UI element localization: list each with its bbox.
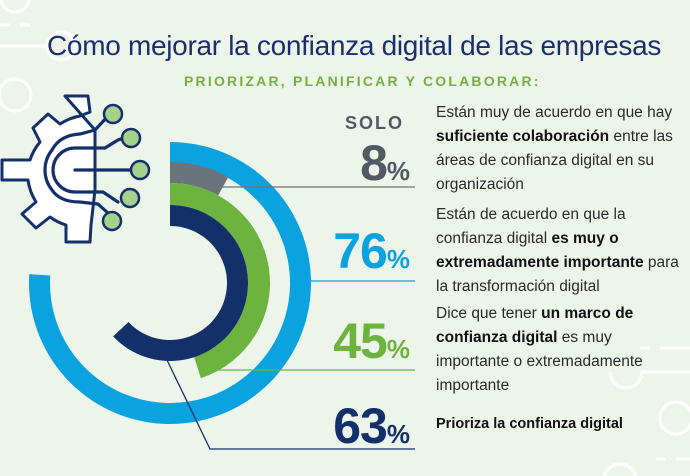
ring-bar-63 (113, 205, 249, 361)
stat-value-importance: 76% (320, 226, 410, 276)
leader-lines (166, 186, 415, 450)
stat-prefix-solo: SOLO (345, 113, 405, 133)
node-dot (129, 159, 151, 181)
stat-number: 63 (333, 398, 388, 454)
node-dot (102, 103, 124, 125)
decor-circle (45, 30, 77, 62)
decor-circle (602, 462, 638, 476)
stat-number: 76 (333, 223, 388, 279)
decor-circle (658, 400, 690, 436)
decor-circle (0, 0, 31, 14)
ring-bar-45 (170, 183, 270, 379)
decor-circle (0, 77, 33, 113)
stat-description-framework: Dice que tener un marco de confianza dig… (436, 305, 643, 394)
node-dot (120, 127, 142, 149)
stat-percent-sign: % (386, 334, 410, 364)
leader-line-63 (166, 359, 415, 450)
gear-shape (0, 94, 97, 244)
stat-number: 45 (333, 313, 388, 369)
stat-description-importance: Están de acuerdo en que la confianza dig… (436, 206, 679, 295)
stat-percent-sign: % (386, 156, 410, 186)
node-dot (119, 187, 141, 209)
stat-description-collaboration: Están muy de acuerdo en que hay suficien… (436, 104, 673, 193)
decor-line (608, 370, 690, 390)
stat-percent-sign: % (386, 244, 410, 274)
stat-value-framework: 45% (320, 316, 410, 366)
page-subtitle: PRIORIZAR, PLANIFICAR Y COLABORAR: (184, 73, 541, 89)
stat-value-collaboration: 8% (332, 138, 410, 188)
stat-description-prioritize: Prioriza la confianza digital (436, 416, 623, 432)
stat-percent-sign: % (386, 419, 410, 449)
page-title: Cómo mejorar la confianza digital de las… (47, 30, 662, 61)
stat-value-prioritize: 63% (320, 401, 410, 451)
stat-number: 8 (360, 135, 388, 191)
node-dot (101, 210, 123, 232)
gear-circuit-icon (0, 94, 151, 244)
